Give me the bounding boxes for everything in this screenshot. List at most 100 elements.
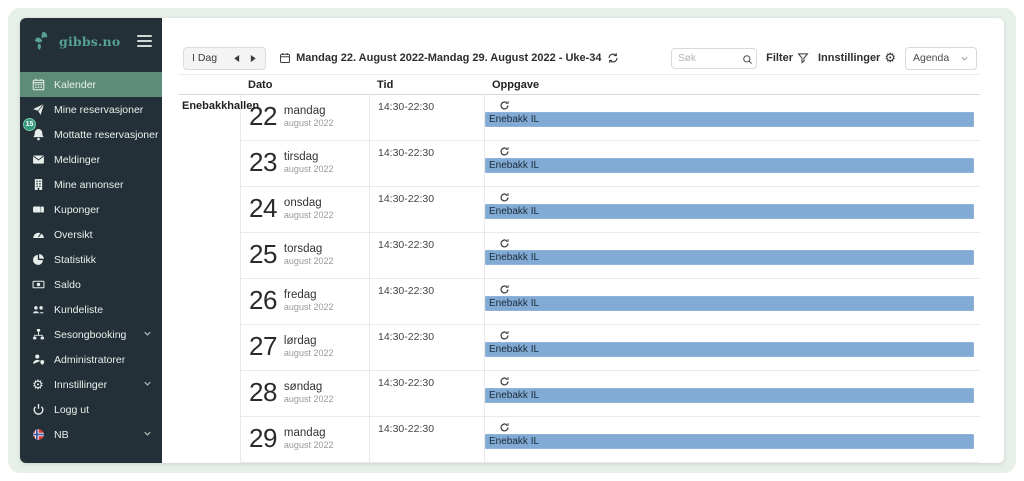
sidebar-item-label: Oversikt bbox=[54, 228, 93, 241]
task-cell: Enebakk IL bbox=[484, 95, 980, 141]
task-bar[interactable]: Enebakk IL bbox=[485, 158, 974, 173]
sidebar-item-meldinger[interactable]: Meldinger bbox=[20, 147, 162, 172]
hamburger-menu-icon[interactable] bbox=[137, 35, 152, 47]
gear-icon: ⚙ bbox=[32, 377, 44, 392]
date-cell[interactable]: 23 tirsdag august 2022 bbox=[240, 141, 369, 187]
task-label: Enebakk IL bbox=[489, 436, 540, 447]
filter-button[interactable]: Filter bbox=[766, 52, 809, 64]
day-number: 26 bbox=[249, 285, 277, 315]
calendar-icon bbox=[31, 78, 45, 92]
month-year-label: august 2022 bbox=[283, 394, 334, 404]
ticket-icon bbox=[31, 203, 45, 217]
pie-chart-icon bbox=[31, 253, 45, 267]
time-cell: 14:30-22:30 bbox=[369, 141, 484, 187]
sidebar-item-mottatte-reservasjoner[interactable]: 15 Mottatte reservasjoner bbox=[20, 118, 162, 147]
month-year-label: august 2022 bbox=[283, 210, 334, 220]
sidebar-item-label: Kalender bbox=[54, 78, 97, 91]
recurring-icon bbox=[499, 374, 974, 386]
search-box bbox=[671, 47, 758, 70]
task-label: Enebakk IL bbox=[489, 252, 540, 263]
date-cell[interactable]: 26 fredag august 2022 bbox=[240, 279, 369, 325]
filter-label: Filter bbox=[766, 52, 793, 64]
money-icon bbox=[31, 278, 45, 292]
time-range: 14:30-22:30 bbox=[378, 147, 435, 159]
task-bar[interactable]: Enebakk IL bbox=[485, 388, 974, 403]
paper-plane-icon bbox=[31, 103, 45, 117]
search-icon[interactable] bbox=[742, 52, 753, 70]
resource-column-header bbox=[178, 74, 240, 95]
date-cell[interactable]: 28 søndag august 2022 bbox=[240, 371, 369, 417]
next-arrow-icon[interactable] bbox=[250, 54, 257, 63]
weekday-label: onsdag bbox=[283, 197, 322, 209]
sidebar-item-mine-reservasjoner[interactable]: Mine reservasjoner bbox=[20, 97, 162, 122]
date-cell[interactable]: 29 mandag august 2022 bbox=[240, 417, 369, 463]
users-icon bbox=[31, 303, 45, 317]
date-cell[interactable]: 25 torsdag august 2022 bbox=[240, 233, 369, 279]
weekday-label: søndag bbox=[283, 381, 323, 393]
column-header-tid: Tid bbox=[369, 74, 484, 95]
task-label: Enebakk IL bbox=[489, 344, 540, 355]
task-bar[interactable]: Enebakk IL bbox=[485, 112, 974, 127]
day-number: 25 bbox=[249, 239, 277, 269]
sidebar-item-sesongbooking[interactable]: Sesongbooking bbox=[20, 322, 162, 347]
user-shield-icon bbox=[31, 353, 45, 367]
sidebar-item-mine-annonser[interactable]: Mine annonser bbox=[20, 172, 162, 197]
day-number: 22 bbox=[249, 101, 277, 131]
task-cell: Enebakk IL bbox=[484, 325, 980, 371]
gear-icon: ⚙ bbox=[884, 50, 896, 65]
weekday-label: mandag bbox=[283, 105, 326, 117]
task-bar[interactable]: Enebakk IL bbox=[485, 434, 974, 449]
sidebar-item-kundeliste[interactable]: Kundeliste bbox=[20, 297, 162, 322]
date-cell[interactable]: 27 lørdag august 2022 bbox=[240, 325, 369, 371]
power-icon bbox=[31, 403, 45, 417]
date-range-group: Mandag 22. August 2022-Mandag 29. August… bbox=[279, 52, 618, 64]
sidebar-item-statistikk[interactable]: Statistikk bbox=[20, 247, 162, 272]
time-range: 14:30-22:30 bbox=[378, 285, 435, 297]
sidebar-item-innstillinger[interactable]: ⚙ Innstillinger bbox=[20, 372, 162, 397]
sidebar-item-label: Kuponger bbox=[54, 203, 100, 216]
sidebar-item-label: Mine reservasjoner bbox=[54, 103, 144, 116]
settings-button[interactable]: Innstillinger ⚙ bbox=[818, 50, 896, 65]
task-bar[interactable]: Enebakk IL bbox=[485, 342, 974, 357]
weekday-label: torsdag bbox=[283, 243, 323, 255]
date-cell[interactable]: 24 onsdag august 2022 bbox=[240, 187, 369, 233]
task-bar[interactable]: Enebakk IL bbox=[485, 296, 974, 311]
gauge-icon bbox=[31, 228, 45, 242]
sidebar-item-kalender[interactable]: Kalender bbox=[20, 72, 162, 97]
recurring-icon bbox=[499, 190, 974, 202]
sidebar-item-nb[interactable]: NB bbox=[20, 422, 162, 447]
prev-arrow-icon[interactable] bbox=[233, 54, 240, 63]
recurring-icon bbox=[499, 282, 974, 294]
task-cell: Enebakk IL bbox=[484, 417, 980, 463]
task-cell: Enebakk IL bbox=[484, 141, 980, 187]
sidebar-menu: Kalender Mine reservasjoner 15 Mottatte … bbox=[20, 72, 162, 447]
envelope-icon bbox=[31, 153, 45, 167]
sidebar: gibbs.no Kalender Mine reservasjoner 15 … bbox=[20, 18, 162, 463]
today-button[interactable]: I Dag bbox=[192, 52, 218, 64]
time-cell: 14:30-22:30 bbox=[369, 417, 484, 463]
task-cell: Enebakk IL bbox=[484, 371, 980, 417]
page-background: gibbs.no Kalender Mine reservasjoner 15 … bbox=[8, 8, 1016, 473]
sidebar-item-oversikt[interactable]: Oversikt bbox=[20, 222, 162, 247]
search-input[interactable] bbox=[671, 47, 758, 69]
chevron-down-icon bbox=[143, 429, 152, 441]
sidebar-item-logg-ut[interactable]: Logg ut bbox=[20, 397, 162, 422]
sidebar-item-kuponger[interactable]: Kuponger bbox=[20, 197, 162, 222]
task-bar[interactable]: Enebakk IL bbox=[485, 204, 974, 219]
view-selector-dropdown[interactable]: Agenda bbox=[905, 46, 977, 70]
time-cell: 14:30-22:30 bbox=[369, 371, 484, 417]
sidebar-item-administratorer[interactable]: Administratorer bbox=[20, 347, 162, 372]
logo-row: gibbs.no bbox=[20, 18, 162, 64]
toolbar: I Dag Mandag 22. August bbox=[183, 46, 977, 70]
date-cell[interactable]: 22 mandag august 2022 bbox=[240, 95, 369, 141]
sync-icon[interactable] bbox=[607, 52, 619, 64]
task-bar[interactable]: Enebakk IL bbox=[485, 250, 974, 265]
recurring-icon bbox=[499, 144, 974, 156]
day-number: 23 bbox=[249, 147, 277, 177]
sidebar-item-saldo[interactable]: Saldo bbox=[20, 272, 162, 297]
task-label: Enebakk IL bbox=[489, 114, 540, 125]
weekday-label: lørdag bbox=[283, 335, 317, 347]
sidebar-item-label: Statistikk bbox=[54, 253, 97, 266]
funnel-icon bbox=[797, 53, 809, 64]
month-year-label: august 2022 bbox=[283, 256, 334, 266]
